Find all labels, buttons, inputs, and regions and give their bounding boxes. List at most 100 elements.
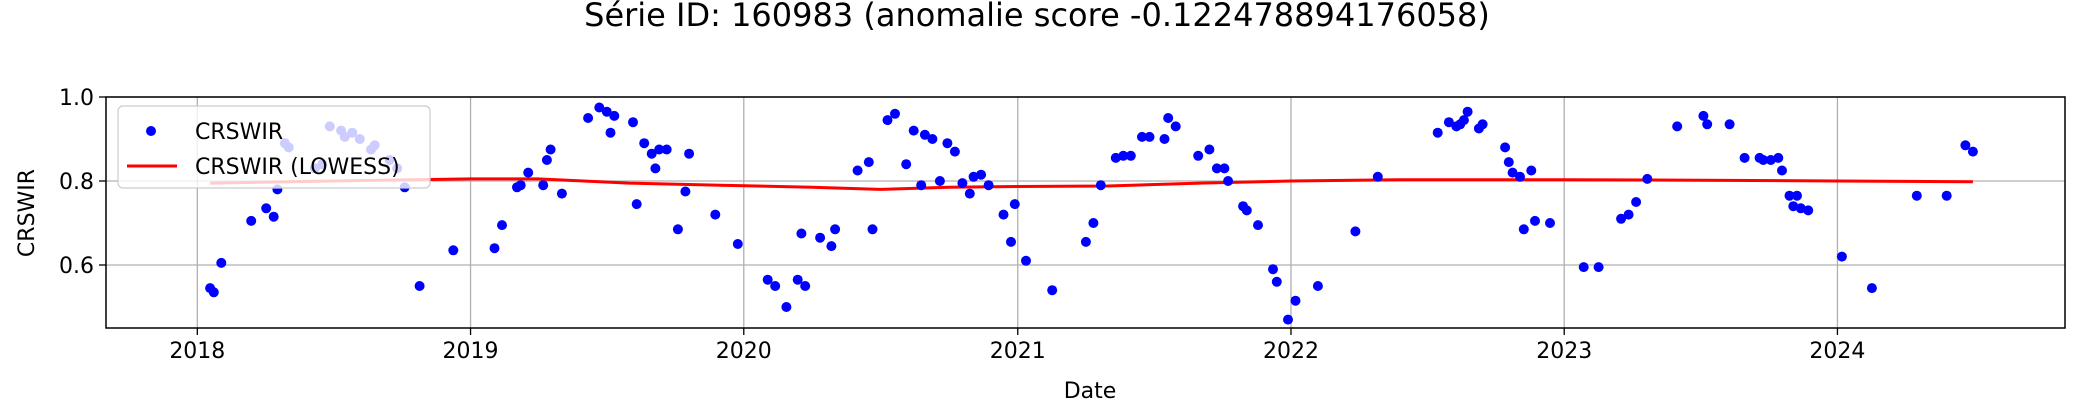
x-tick-label: 2018 bbox=[169, 339, 225, 364]
data-point bbox=[414, 281, 425, 291]
data-point bbox=[830, 224, 841, 235]
data-point bbox=[661, 144, 672, 155]
data-point bbox=[1009, 199, 1020, 210]
data-point bbox=[1047, 285, 1058, 296]
data-point bbox=[1911, 190, 1922, 201]
data-point bbox=[1268, 264, 1278, 275]
data-point bbox=[1518, 224, 1529, 235]
legend-marker-points bbox=[146, 126, 156, 136]
data-point bbox=[1758, 155, 1769, 165]
data-point bbox=[964, 188, 975, 199]
data-point bbox=[1788, 201, 1799, 212]
data-point bbox=[639, 138, 650, 149]
data-point bbox=[1500, 142, 1511, 153]
data-point bbox=[1095, 180, 1106, 191]
data-point bbox=[976, 169, 987, 180]
data-point bbox=[631, 199, 642, 210]
data-point bbox=[1724, 119, 1735, 130]
data-point bbox=[541, 155, 552, 165]
data-point bbox=[762, 274, 773, 285]
data-point bbox=[1739, 152, 1750, 163]
lowess-layer bbox=[210, 177, 1973, 191]
data-point bbox=[1350, 226, 1361, 237]
data-point bbox=[583, 113, 594, 123]
data-point bbox=[1144, 131, 1155, 142]
data-point bbox=[1616, 213, 1627, 224]
x-axis-label: Date bbox=[1064, 379, 1117, 404]
data-point bbox=[1631, 197, 1642, 207]
data-point bbox=[1006, 236, 1016, 247]
data-point bbox=[1271, 276, 1282, 287]
data-point bbox=[601, 106, 612, 117]
data-point bbox=[934, 176, 945, 186]
chart-title: Série ID: 160983 (anomalie score -0.1224… bbox=[584, 0, 1490, 34]
data-point bbox=[1432, 127, 1443, 138]
data-point bbox=[1021, 255, 1031, 266]
data-point bbox=[1118, 150, 1129, 161]
legend-box bbox=[117, 105, 431, 189]
data-point bbox=[646, 148, 657, 159]
points-layer bbox=[205, 102, 1978, 325]
x-tick-label: 2019 bbox=[443, 339, 499, 364]
data-point bbox=[1507, 167, 1518, 178]
data-point bbox=[654, 144, 665, 155]
data-point bbox=[556, 188, 567, 199]
plot-frame bbox=[105, 96, 2066, 329]
data-point bbox=[826, 241, 837, 252]
data-point bbox=[1803, 205, 1814, 216]
data-point bbox=[1372, 171, 1383, 182]
data-point bbox=[650, 163, 661, 174]
data-point bbox=[1110, 152, 1121, 163]
data-point bbox=[497, 220, 507, 231]
data-point bbox=[628, 117, 638, 128]
data-point bbox=[1672, 121, 1683, 132]
data-point bbox=[770, 281, 781, 291]
y-axis-ticks: 0.6 0.8 1.0 bbox=[59, 86, 106, 279]
data-point bbox=[983, 180, 994, 191]
data-point bbox=[268, 211, 279, 222]
data-point bbox=[863, 157, 874, 168]
data-point bbox=[1526, 165, 1537, 176]
data-point bbox=[261, 203, 272, 214]
data-point bbox=[1253, 220, 1263, 231]
x-tick-label: 2021 bbox=[990, 339, 1046, 364]
y-tick-label: 0.6 bbox=[59, 254, 94, 279]
data-point bbox=[792, 274, 803, 285]
data-point bbox=[942, 138, 953, 149]
legend: CRSWIR CRSWIR (LOWESS) bbox=[117, 105, 431, 189]
data-point bbox=[1530, 215, 1540, 226]
data-point bbox=[1967, 146, 1978, 157]
data-point bbox=[246, 215, 257, 226]
data-point bbox=[781, 302, 792, 312]
data-point bbox=[867, 224, 878, 235]
data-point bbox=[1702, 119, 1713, 130]
x-axis-ticks: 2018 2019 2020 2021 2022 2023 2024 bbox=[169, 328, 1865, 364]
x-tick-label: 2023 bbox=[1536, 339, 1592, 364]
data-point bbox=[1784, 190, 1795, 201]
legend-label-points: CRSWIR bbox=[195, 120, 283, 145]
data-point bbox=[1642, 173, 1653, 184]
data-point bbox=[1941, 190, 1952, 201]
data-point bbox=[1137, 131, 1147, 142]
data-point bbox=[852, 165, 863, 176]
data-point bbox=[949, 146, 960, 157]
data-point bbox=[672, 224, 683, 235]
data-point bbox=[515, 180, 526, 191]
data-point bbox=[1866, 283, 1877, 294]
data-point bbox=[901, 159, 912, 170]
data-point bbox=[594, 102, 605, 113]
data-point bbox=[1241, 205, 1252, 216]
data-point bbox=[1623, 209, 1634, 220]
data-point bbox=[1792, 190, 1802, 201]
data-point bbox=[1125, 150, 1136, 161]
data-point bbox=[1477, 119, 1488, 130]
data-point bbox=[545, 144, 556, 155]
data-point bbox=[882, 115, 893, 126]
data-point bbox=[1290, 295, 1301, 306]
legend-label-lowess: CRSWIR (LOWESS) bbox=[195, 155, 400, 180]
data-point bbox=[998, 209, 1009, 220]
data-point bbox=[1836, 251, 1847, 262]
data-point bbox=[1515, 171, 1525, 182]
data-point bbox=[800, 281, 811, 291]
data-point bbox=[1458, 115, 1469, 126]
